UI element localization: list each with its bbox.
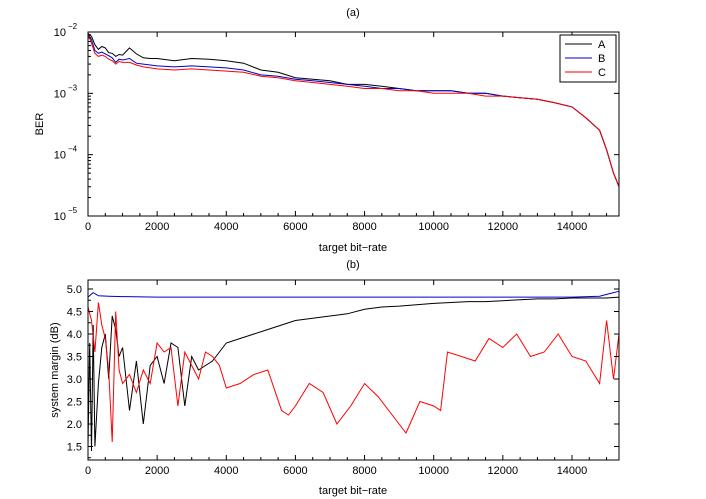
y-tick-label: 4.5: [67, 307, 82, 319]
x-tick-label: 2000: [145, 221, 169, 233]
x-tick-label: 10000: [418, 465, 449, 477]
y-tick-label: 3.0: [67, 374, 82, 386]
panel-b-y-axis-label: system margin (dB): [49, 322, 61, 417]
y-tick-label-exponent: −4: [68, 145, 78, 154]
y-tick-label: 2.5: [67, 397, 82, 409]
panel-a-legend: A B C: [559, 34, 617, 83]
panel-b-plot-group: [87, 290, 620, 452]
y-tick-label: 4.0: [67, 329, 82, 341]
x-tick-label: 4000: [214, 465, 238, 477]
panel-b-ticks: 0 2000 4000 6000 8000 10000 12000 14000 1.5 2.0 2.…: [67, 280, 619, 477]
panel-b-plot-frame: [87, 279, 620, 461]
panel-a-series-line-2: [87, 33, 620, 187]
x-tick-label: 14000: [557, 221, 588, 233]
panel-b-series-line-0: [87, 290, 620, 298]
panel-b-series-line-1: [87, 296, 620, 452]
panel-a-plot-frame: [87, 31, 620, 217]
y-tick-label: 5.0: [67, 284, 82, 296]
y-tick-label-base: 10: [54, 88, 66, 100]
panel-a-y-axis-label: BER: [34, 113, 46, 136]
y-tick-label-exponent: −3: [68, 83, 78, 92]
y-tick-label: 2.0: [67, 419, 82, 431]
panel-a-series-line-1: [87, 33, 620, 187]
panel-a-title: (a): [346, 7, 359, 19]
legend-label-b: B: [598, 53, 605, 65]
x-tick-label: 0: [85, 221, 91, 233]
x-tick-label: 6000: [283, 221, 307, 233]
y-tick-label-exponent: −2: [68, 22, 78, 31]
legend-label-c: C: [598, 67, 606, 79]
y-tick-label: 1.5: [67, 442, 82, 454]
panel-b-title: (b): [346, 259, 359, 271]
x-tick-label: 8000: [352, 465, 376, 477]
panel-a-plot-group: [87, 33, 620, 187]
x-tick-label: 0: [85, 465, 91, 477]
y-tick-label-base: 10: [54, 150, 66, 162]
panel-a-x-axis-label: target bit−rate: [319, 242, 387, 254]
x-tick-label: 12000: [488, 465, 519, 477]
x-tick-label: 2000: [145, 465, 169, 477]
panel-a-series-line-0: [87, 33, 620, 187]
panel-a-ticks: 0 2000 4000 6000 8000 10000 12000 1400010−510−4…: [54, 22, 619, 233]
y-tick-label-base: 10: [54, 211, 66, 223]
panel-b-x-axis-label: target bit−rate: [319, 485, 387, 497]
panel-b-series-line-2: [87, 302, 620, 443]
x-tick-label: 12000: [488, 221, 519, 233]
x-tick-label: 10000: [418, 221, 449, 233]
legend-label-a: A: [598, 39, 606, 51]
x-tick-label: 14000: [557, 465, 588, 477]
chart-panel-b: (b) 0 2000 4000 6000 8000 10000 12000 14000 1.5 2…: [49, 259, 620, 497]
x-tick-label: 8000: [352, 221, 376, 233]
y-tick-label-exponent: −5: [68, 206, 78, 215]
y-tick-label: 3.5: [67, 352, 82, 364]
y-tick-label-base: 10: [54, 27, 66, 39]
x-tick-label: 6000: [283, 465, 307, 477]
chart-panel-a: (a) 0 2000 4000 6000 8000 10000 12000 1400010−5…: [34, 7, 620, 254]
x-tick-label: 4000: [214, 221, 238, 233]
